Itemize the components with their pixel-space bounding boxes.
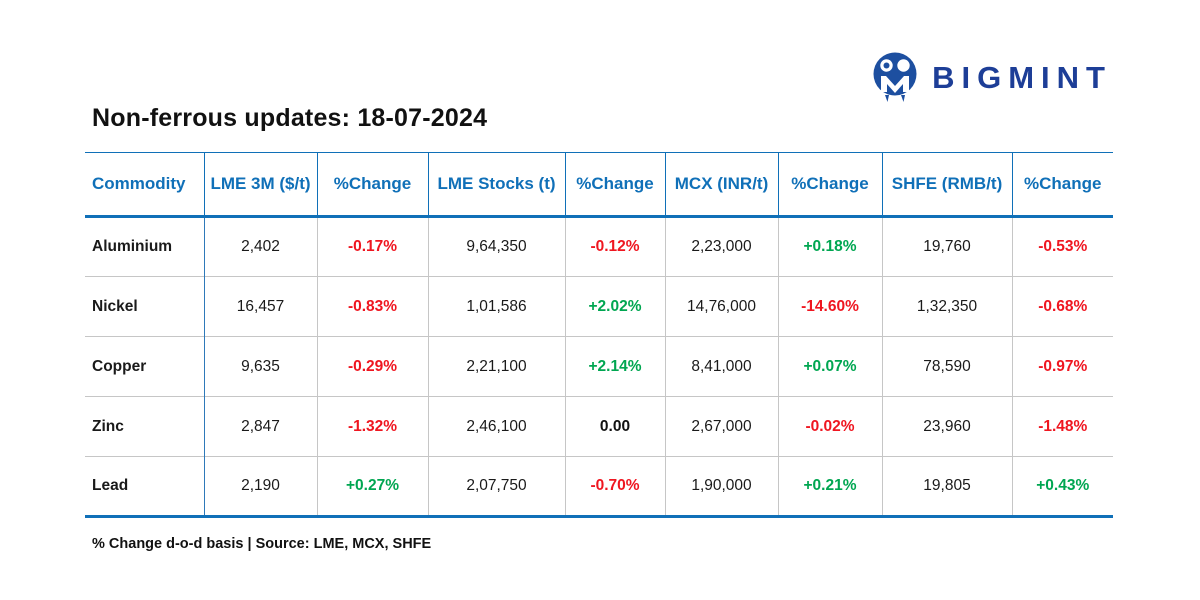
value-cell: 16,457 <box>203 276 317 337</box>
table-row: Aluminium 2,402 -0.17% 9,64,350 -0.12% 2,23,0… <box>85 216 1113 277</box>
change-cell: +0.43% <box>1011 456 1113 517</box>
page-title: Non-ferrous updates: 18-07-2024 <box>92 104 488 132</box>
change-cell: -0.17% <box>316 216 428 277</box>
value-cell: 78,590 <box>881 336 1012 397</box>
table-header: Commodity LME 3M ($/t) %Change LME Stocks (… <box>85 152 1113 218</box>
value-cell: 1,90,000 <box>664 456 778 517</box>
value-cell: 2,402 <box>203 216 317 277</box>
commodity-cell: Copper <box>85 336 204 397</box>
change-cell: -14.60% <box>777 276 882 337</box>
value-cell: 2,67,000 <box>664 396 778 457</box>
value-cell: 2,21,100 <box>427 336 565 397</box>
value-cell: 2,46,100 <box>427 396 565 457</box>
commodity-cell: Zinc <box>85 396 204 457</box>
change-cell: -0.83% <box>316 276 428 337</box>
change-cell: +0.07% <box>777 336 882 397</box>
table-row: Copper 9,635 -0.29% 2,21,100 +2.14% 8,41,000 +… <box>85 336 1113 397</box>
value-cell: 9,635 <box>203 336 317 397</box>
value-cell: 9,64,350 <box>427 216 565 277</box>
change-cell: +0.18% <box>777 216 882 277</box>
header-cell-7: SHFE (RMB/t) <box>881 152 1012 218</box>
brand-wordmark: BIGMINT <box>932 60 1112 95</box>
table-row: Zinc 2,847 -1.32% 2,46,100 0.00 2,67,000 -0.02… <box>85 396 1113 457</box>
change-cell: -0.12% <box>564 216 665 277</box>
value-cell: 19,760 <box>881 216 1012 277</box>
commodity-table-container: Commodity LME 3M ($/t) %Change LME Stocks (… <box>85 152 1113 518</box>
change-cell: +0.21% <box>777 456 882 517</box>
table-body: Aluminium 2,402 -0.17% 9,64,350 -0.12% 2,23,0… <box>85 216 1113 517</box>
change-cell: -0.68% <box>1011 276 1113 337</box>
change-cell: -0.97% <box>1011 336 1113 397</box>
header-row: Commodity LME 3M ($/t) %Change LME Stocks (… <box>85 152 1113 218</box>
header-cell-4: %Change <box>564 152 665 218</box>
header-cell-2: %Change <box>316 152 428 218</box>
change-cell: +2.02% <box>564 276 665 337</box>
value-cell: 23,960 <box>881 396 1012 457</box>
commodity-cell: Nickel <box>85 276 204 337</box>
change-cell: -0.53% <box>1011 216 1113 277</box>
change-cell: -0.02% <box>777 396 882 457</box>
value-cell: 8,41,000 <box>664 336 778 397</box>
header-cell-0: Commodity <box>85 152 204 218</box>
value-cell: 14,76,000 <box>664 276 778 337</box>
change-cell: +2.14% <box>564 336 665 397</box>
commodity-cell: Lead <box>85 456 204 517</box>
header-cell-1: LME 3M ($/t) <box>203 152 317 218</box>
value-cell: 1,01,586 <box>427 276 565 337</box>
commodity-table: Commodity LME 3M ($/t) %Change LME Stocks (… <box>85 152 1113 518</box>
header-cell-5: MCX (INR/t) <box>664 152 778 218</box>
value-cell: 1,32,350 <box>881 276 1012 337</box>
table-row: Lead 2,190 +0.27% 2,07,750 -0.70% 1,90,000 +0.… <box>85 456 1113 517</box>
value-cell: 2,190 <box>203 456 317 517</box>
change-cell: -1.32% <box>316 396 428 457</box>
header-cell-6: %Change <box>777 152 882 218</box>
change-cell: -0.70% <box>564 456 665 517</box>
value-cell: 2,07,750 <box>427 456 565 517</box>
commodity-cell: Aluminium <box>92 238 173 255</box>
value-cell: 2,847 <box>203 396 317 457</box>
change-cell: +0.27% <box>316 456 428 517</box>
change-cell: -1.48% <box>1011 396 1113 457</box>
change-cell: 0.00 <box>564 396 665 457</box>
header-cell-3: LME Stocks (t) <box>427 152 565 218</box>
brand-logo: BIGMINT <box>872 52 1112 104</box>
value-cell: 2,23,000 <box>664 216 778 277</box>
table-row: Nickel 16,457 -0.83% 1,01,586 +2.02% 14,76,00… <box>85 276 1113 337</box>
bigmint-logo-icon <box>873 52 917 102</box>
footnote: % Change d-o-d basis | Source: LME, MCX,… <box>92 536 432 552</box>
change-cell: -0.29% <box>316 336 428 397</box>
value-cell: 19,805 <box>881 456 1012 517</box>
header-cell-8: %Change <box>1011 152 1113 218</box>
